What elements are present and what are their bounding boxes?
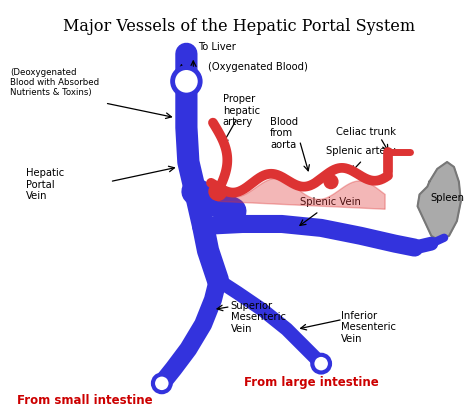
Text: From large intestine: From large intestine: [244, 375, 379, 389]
Text: Inferior
Mesenteric
Vein: Inferior Mesenteric Vein: [341, 310, 396, 343]
Circle shape: [324, 175, 338, 189]
Text: Proper
hepatic
artery: Proper hepatic artery: [223, 94, 260, 127]
Text: Major Vessels of the Hepatic Portal System: Major Vessels of the Hepatic Portal Syst…: [64, 18, 416, 35]
Polygon shape: [418, 163, 461, 241]
Circle shape: [173, 68, 200, 96]
Polygon shape: [218, 179, 385, 210]
Text: Blood
from
aorta: Blood from aorta: [270, 117, 298, 150]
Text: Superior
Mesenteric
Vein: Superior Mesenteric Vein: [231, 300, 286, 333]
Circle shape: [209, 183, 227, 201]
Text: Splenic Vein: Splenic Vein: [300, 197, 360, 207]
Text: Celiac trunk: Celiac trunk: [336, 126, 396, 136]
Text: Splenic artery: Splenic artery: [326, 146, 396, 156]
Text: (Deoxygenated
Blood with Absorbed
Nutrients & Toxins): (Deoxygenated Blood with Absorbed Nutrie…: [10, 67, 100, 97]
Circle shape: [312, 355, 330, 373]
Text: From small intestine: From small intestine: [17, 393, 153, 406]
Circle shape: [153, 375, 171, 392]
Text: (Oxygenated Blood): (Oxygenated Blood): [208, 61, 308, 72]
Text: Spleen: Spleen: [430, 192, 464, 202]
Text: Hepatic
Portal
Vein: Hepatic Portal Vein: [26, 168, 64, 201]
Text: To Liver: To Liver: [198, 42, 236, 52]
